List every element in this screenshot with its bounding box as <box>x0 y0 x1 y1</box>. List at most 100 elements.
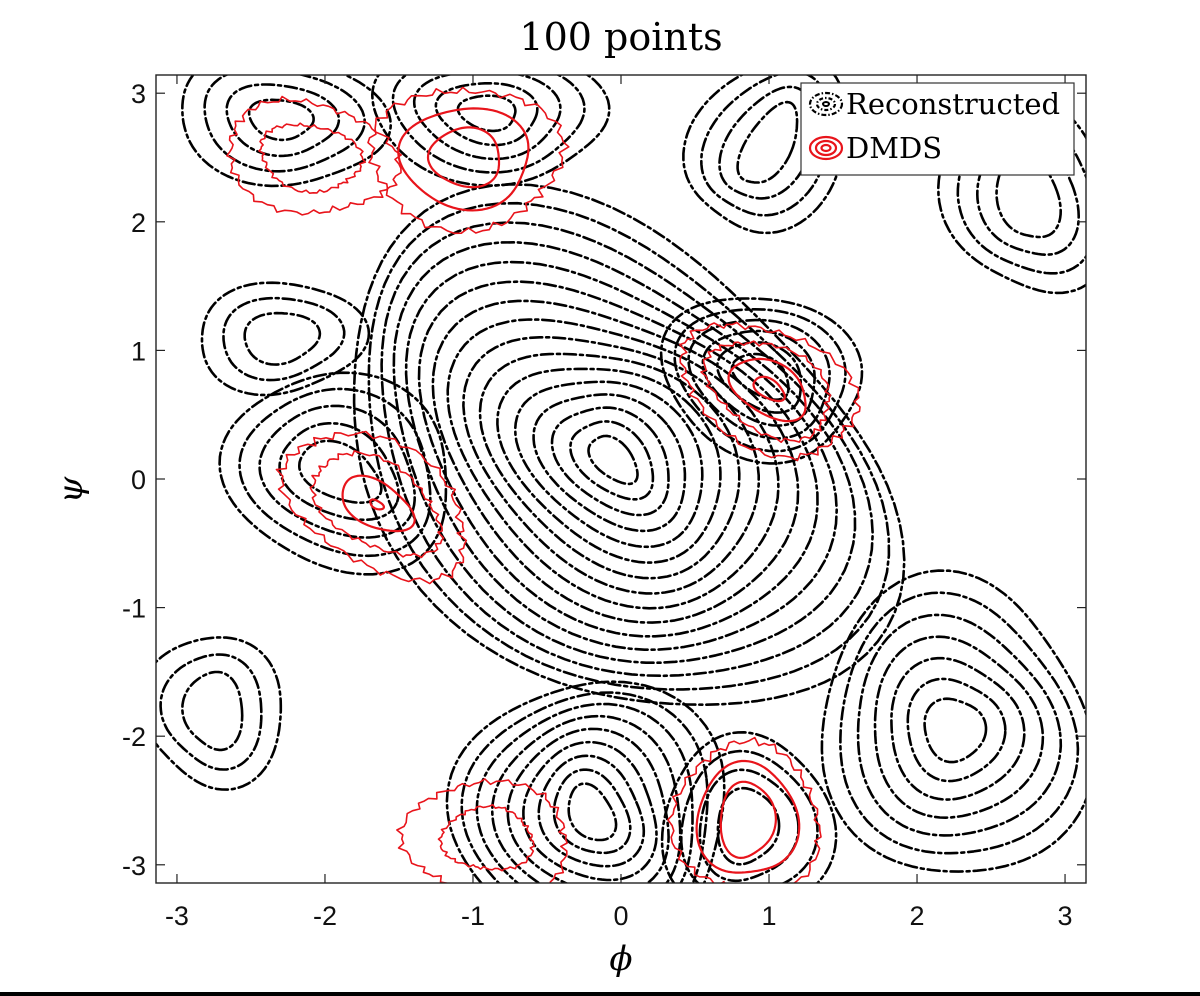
x-tick-label: -2 <box>313 901 337 931</box>
reconstructed-contour-line <box>247 98 315 142</box>
reconstructed-contour-line <box>659 297 864 465</box>
x-tick-label: 3 <box>1058 901 1073 931</box>
reconstructed-contour-line <box>923 697 988 764</box>
dmds-contour-line <box>369 498 385 511</box>
reconstructed-contour-line <box>200 281 371 397</box>
x-tick-label: -3 <box>165 901 189 931</box>
reconstructed-contour-line <box>218 371 448 576</box>
dmds-contours <box>226 86 861 883</box>
legend: Reconstructed DMDS <box>800 82 1075 176</box>
axis-ticks: -3 -2 -1 0 1 2 3 -3 -2 -1 0 1 2 3 <box>122 75 1086 931</box>
dmds-contour-line <box>397 107 530 212</box>
y-tick-label: -3 <box>122 851 146 881</box>
reconstructed-contour-line <box>587 434 639 486</box>
reconstructed-contour-line <box>278 422 400 522</box>
legend-label-dmds: DMDS <box>846 131 942 165</box>
reconstructed-contour-line <box>506 727 670 883</box>
reconstructed-contour-line <box>522 740 658 882</box>
reconstructed-contour-line <box>298 439 383 504</box>
reconstructed-contour-line <box>698 768 800 883</box>
reconstructed-contour-line <box>873 635 1045 819</box>
reconstructed-contour-line <box>839 591 1080 855</box>
dmds-contour-line <box>367 86 570 235</box>
legend-box <box>800 82 1075 176</box>
dmds-contour-line <box>309 450 445 559</box>
y-tick-label: 1 <box>131 336 146 366</box>
dmds-contour-line <box>258 122 367 194</box>
reconstructed-contour-line <box>660 731 838 883</box>
chart-title: 100 points <box>519 15 722 59</box>
y-tick-label: -1 <box>122 594 146 624</box>
dmds-contour-line <box>727 357 807 423</box>
reconstructed-contour-line <box>159 653 263 771</box>
reconstructed-contour-line <box>513 380 704 549</box>
y-tick-label: 3 <box>131 79 146 109</box>
reconstructed-contour-line <box>736 100 799 184</box>
reconstructed-contour-line <box>392 241 857 664</box>
y-axis-label: ψ <box>51 476 91 503</box>
dmds-contour-line <box>341 474 416 533</box>
legend-label-reconstructed: Reconstructed <box>846 87 1060 121</box>
reconstructed-contour-line <box>445 680 726 883</box>
x-tick-label: -1 <box>461 901 485 931</box>
dmds-contour-line <box>752 375 786 403</box>
x-tick-label: 0 <box>613 901 628 931</box>
reconstructed-contour-line <box>243 311 322 366</box>
reconstructed-contour-line <box>391 75 586 174</box>
reconstructed-contour-line <box>367 201 891 691</box>
dmds-contour-line <box>426 126 501 189</box>
reconstructed-contour-line <box>431 299 800 624</box>
reconstructed-contour-line <box>258 404 416 539</box>
reconstructed-contour-line <box>552 768 632 855</box>
dmds-contour-line <box>679 321 861 462</box>
reconstructed-contour-line <box>673 308 847 453</box>
reconstructed-contour-line <box>820 569 1086 873</box>
reconstructed-contour-line <box>496 367 722 564</box>
reconstructed-contour-line <box>537 754 646 868</box>
reconstructed-contour-line <box>906 677 1007 783</box>
dmds-contour-line <box>700 340 832 443</box>
reconstructed-contour-line <box>550 406 670 517</box>
reconstructed-contour-line <box>475 702 694 883</box>
reconstructed-contours <box>156 75 1086 883</box>
legend-swatch-dmds-icon <box>808 135 844 161</box>
reconstructed-contour-line <box>478 352 741 580</box>
x-tick-label: 1 <box>761 901 776 931</box>
dmds-contour-line <box>719 780 777 859</box>
reconstructed-contour-line <box>434 82 539 147</box>
dmds-contour-line <box>437 804 535 872</box>
reconstructed-contour-line <box>687 318 831 440</box>
reconstructed-contour-line <box>225 83 341 158</box>
plot-area <box>156 75 1086 883</box>
y-tick-label: 0 <box>131 465 146 495</box>
reconstructed-contour-line <box>462 336 760 595</box>
dmds-contour-line <box>396 778 568 883</box>
x-tick-label: 2 <box>910 901 925 931</box>
dmds-contour-line <box>275 430 468 585</box>
reconstructed-contour-line <box>460 691 709 883</box>
reconstructed-contour-line <box>569 420 655 501</box>
reconstructed-contour-line <box>222 296 346 382</box>
reconstructed-contour-line <box>404 260 838 651</box>
dmds-contour-line <box>226 95 402 216</box>
dmds-contour-line <box>667 736 822 883</box>
x-axis-label: ϕ <box>609 939 632 979</box>
reconstructed-contour-line <box>417 280 819 638</box>
reconstructed-contour-line <box>181 670 244 752</box>
reconstructed-contour-line <box>856 613 1063 837</box>
reconstructed-contour-line <box>716 341 802 414</box>
reconstructed-contour-line <box>456 94 517 133</box>
reconstructed-contour-line <box>156 636 283 791</box>
reconstructed-contour-line <box>701 329 816 427</box>
reconstructed-contour-line <box>412 75 562 161</box>
reconstructed-contour-line <box>203 75 366 173</box>
reconstructed-contour-line <box>532 393 687 533</box>
reconstructed-contour-line <box>352 183 906 706</box>
dmds-contour-line <box>695 759 801 874</box>
reconstructed-contour-line <box>680 749 819 883</box>
reconstructed-contour-line <box>446 318 780 610</box>
reconstructed-contour-line <box>567 782 618 842</box>
reconstructed-contour-line <box>890 656 1026 801</box>
reconstructed-contour-line <box>371 75 611 187</box>
